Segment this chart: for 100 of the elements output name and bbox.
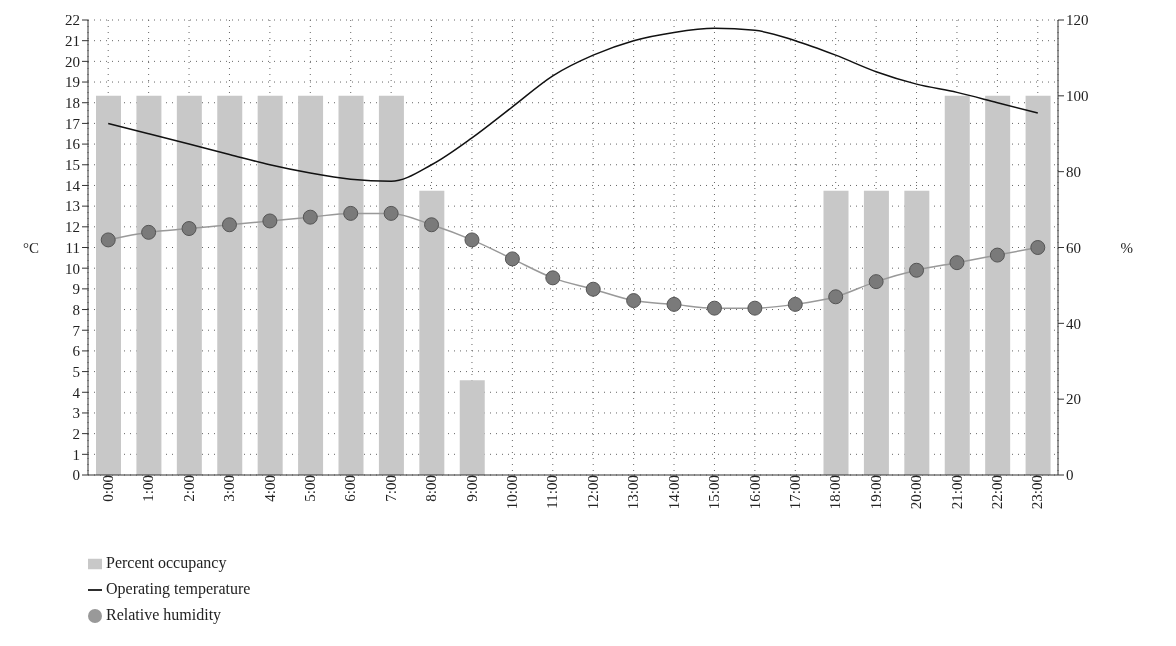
point xyxy=(747,300,763,316)
point xyxy=(343,205,359,221)
x-tick-label: 18:00 xyxy=(827,475,844,510)
bar xyxy=(863,190,889,475)
y-tick-label: 2 xyxy=(72,425,80,442)
y2-tick-label: 40 xyxy=(1066,315,1081,332)
y-tick-label: 13 xyxy=(65,198,80,215)
legend-label: Operating temperature xyxy=(106,580,251,597)
bar xyxy=(1025,95,1051,475)
bar xyxy=(419,190,445,475)
bar xyxy=(176,95,202,475)
y-tick-label: 20 xyxy=(65,53,80,70)
point xyxy=(626,293,642,309)
y-tick-label: 16 xyxy=(65,136,81,153)
x-tick-label: 12:00 xyxy=(584,475,601,510)
y-tick-label: 21 xyxy=(65,33,80,50)
y2-tick-label: 60 xyxy=(1066,239,1081,256)
y-axis-title: °C xyxy=(23,239,40,256)
y-tick-label: 10 xyxy=(65,260,80,277)
y-tick-label: 4 xyxy=(72,384,81,401)
y-tick-label: 17 xyxy=(65,115,81,132)
y-tick-label: 15 xyxy=(65,157,80,174)
point xyxy=(585,281,601,297)
bar xyxy=(378,95,404,475)
point xyxy=(1030,240,1046,255)
point xyxy=(221,217,237,233)
y2-axis-title: % xyxy=(1120,239,1133,256)
point xyxy=(141,224,157,240)
x-tick-label: 11:00 xyxy=(544,475,561,509)
bar xyxy=(257,95,283,475)
x-tick-label: 22:00 xyxy=(989,475,1006,510)
x-tick-label: 2:00 xyxy=(180,475,197,502)
line-series xyxy=(107,27,1039,183)
point xyxy=(181,221,197,237)
bar xyxy=(985,95,1011,475)
x-tick-label: 0:00 xyxy=(99,475,116,502)
x-tick-label: 10:00 xyxy=(504,475,521,510)
bar xyxy=(96,95,121,475)
point xyxy=(464,232,480,248)
bar xyxy=(944,95,970,475)
y-tick-label: 19 xyxy=(65,74,80,91)
x-tick-label: 21:00 xyxy=(948,475,965,510)
bar xyxy=(459,380,485,475)
x-tick-label: 17:00 xyxy=(786,475,803,510)
x-tick-label: 14:00 xyxy=(665,475,682,510)
y-tick-label: 12 xyxy=(65,219,80,236)
y-tick-label: 14 xyxy=(65,177,81,194)
point xyxy=(666,296,682,312)
y-tick-label: 7 xyxy=(72,322,81,339)
bar xyxy=(298,95,324,475)
x-tick-label: 23:00 xyxy=(1029,475,1046,510)
point xyxy=(706,300,722,316)
point xyxy=(504,251,520,267)
y-tick-label: 5 xyxy=(72,363,80,380)
x-tick-label: 20:00 xyxy=(908,475,925,510)
y-tick-label: 0 xyxy=(72,467,80,484)
y-tick-label: 8 xyxy=(72,301,80,318)
point xyxy=(383,205,399,221)
y2-tick-label: 0 xyxy=(1066,467,1074,484)
x-tick-label: 15:00 xyxy=(706,475,723,510)
y2-tick-label: 20 xyxy=(1066,391,1081,408)
point xyxy=(100,232,116,248)
y2-tick-label: 80 xyxy=(1066,163,1081,180)
bar xyxy=(904,190,930,475)
x-tick-label: 9:00 xyxy=(463,475,480,502)
x-tick-label: 19:00 xyxy=(867,475,884,510)
point xyxy=(262,213,278,229)
legend-label: Relative humidity xyxy=(106,606,222,623)
point xyxy=(828,289,844,305)
x-tick-label: 16:00 xyxy=(746,475,763,510)
bar xyxy=(338,95,364,475)
y-tick-label: 9 xyxy=(72,281,80,298)
point xyxy=(909,262,925,278)
y-tick-label: 3 xyxy=(72,405,80,422)
point xyxy=(989,247,1005,263)
point xyxy=(545,270,561,286)
legend-label: Percent occupancy xyxy=(106,554,227,571)
x-tick-label: 1:00 xyxy=(140,475,157,502)
point xyxy=(868,274,884,290)
y2-tick-label: 100 xyxy=(1066,88,1089,105)
x-tick-label: 7:00 xyxy=(382,475,399,502)
y-tick-label: 18 xyxy=(65,95,80,112)
x-tick-label: 13:00 xyxy=(625,475,642,510)
y-tick-label: 1 xyxy=(72,446,80,463)
y-tick-label: 22 xyxy=(65,12,80,29)
x-tick-label: 6:00 xyxy=(342,475,359,502)
bar xyxy=(823,190,849,475)
y2-tick-label: 120 xyxy=(1066,12,1089,29)
y-tick-label: 11 xyxy=(65,239,80,256)
point xyxy=(302,209,318,225)
y-tick-label: 6 xyxy=(72,343,81,360)
x-tick-label: 8:00 xyxy=(423,475,440,502)
x-tick-label: 3:00 xyxy=(221,475,238,502)
point xyxy=(949,255,965,271)
bar xyxy=(217,95,243,475)
x-tick-label: 5:00 xyxy=(301,475,318,502)
bar xyxy=(136,95,162,475)
point xyxy=(787,296,803,312)
point xyxy=(424,217,440,233)
x-tick-label: 4:00 xyxy=(261,475,278,502)
